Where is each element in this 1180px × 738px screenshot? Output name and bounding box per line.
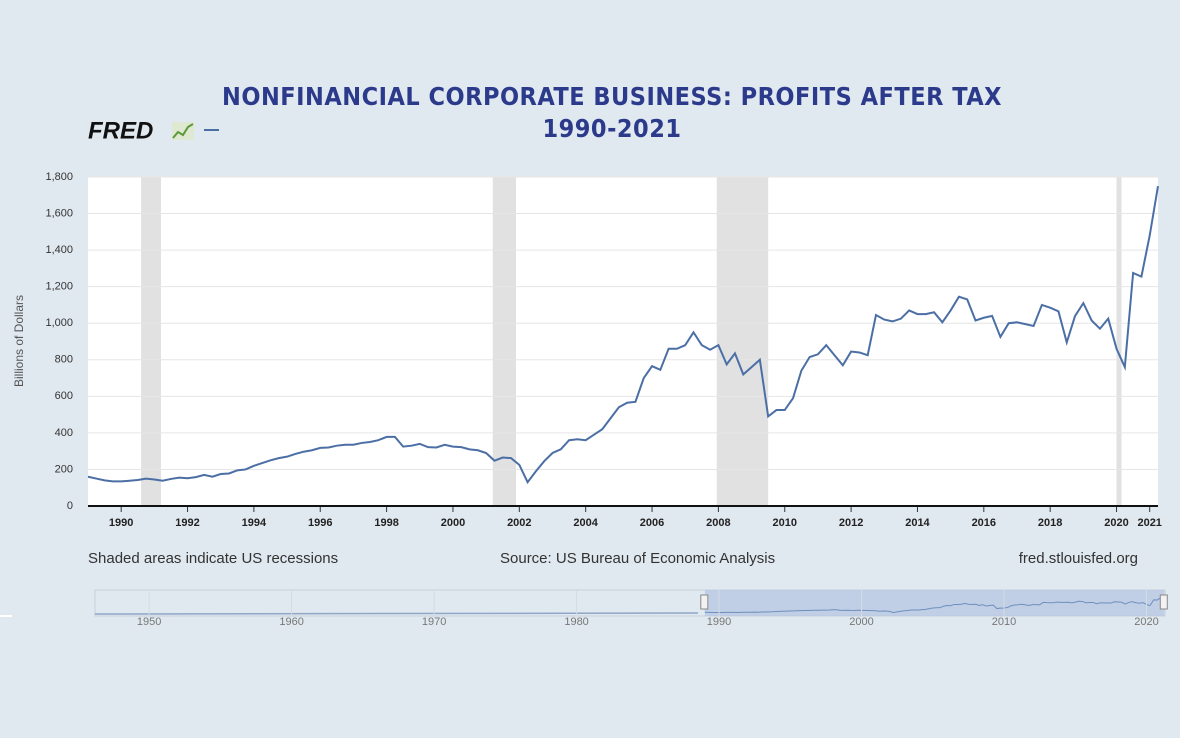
note: Shaded areas indicate US recessions (88, 550, 338, 567)
source: Source: US Bureau of Economic Analysis (500, 550, 775, 567)
y-tick-label: 0 (67, 500, 73, 512)
navigator-line (704, 594, 1165, 614)
x-tick-label: 2021 (1137, 517, 1161, 529)
x-tick-label: 2004 (573, 517, 598, 529)
navigator-tick-label: 2010 (992, 616, 1016, 628)
y-tick-label: 1,200 (45, 281, 73, 293)
navigator-handle[interactable] (1159, 594, 1168, 610)
y-tick-label: 200 (55, 463, 73, 475)
x-tick-label: 1990 (109, 517, 133, 529)
chart-subtitle: 1990-2021 (542, 114, 681, 143)
navigator-tick-label: 2000 (849, 616, 873, 628)
x-tick-label: 2000 (441, 517, 465, 529)
x-tick-label: 1998 (374, 517, 398, 529)
recession (141, 177, 161, 506)
navigator-tick-label: 1950 (137, 616, 161, 628)
x-tick-label: 2014 (905, 517, 930, 529)
recession (1116, 177, 1122, 506)
navigator-handle[interactable] (700, 594, 709, 610)
site: fred.stlouisfed.org (1019, 550, 1138, 567)
y-tick-label: 400 (55, 427, 73, 439)
x-tick-label: 2006 (640, 517, 664, 529)
plot-area (88, 177, 1158, 506)
navigator-tick-label: 1980 (564, 616, 588, 628)
y-tick-label: 1,400 (45, 244, 73, 256)
x-tick-label: 2018 (1038, 517, 1062, 529)
x-tick-label: 2020 (1104, 517, 1128, 529)
y-tick-label: 1,600 (45, 207, 73, 219)
navigator-tick-label: 1960 (279, 616, 303, 628)
navigator-tick-label: 1970 (422, 616, 446, 628)
x-tick-label: 1994 (242, 517, 267, 529)
y-tick-label: 800 (55, 354, 73, 366)
logo: FRED (88, 117, 153, 144)
x-tick-label: 2012 (839, 517, 863, 529)
logo-icon-line (172, 123, 194, 139)
series-line (87, 185, 1159, 485)
x-tick-label: 1992 (175, 517, 199, 529)
x-tick-label: 2008 (706, 517, 730, 529)
y-tick-label: 600 (55, 390, 73, 402)
y-tick-label: 1,000 (45, 317, 73, 329)
recession (492, 177, 516, 506)
x-tick-label: 2010 (773, 517, 797, 529)
navigator-tick-label: 2020 (1134, 616, 1158, 628)
chart-title: NONFINANCIAL CORPORATE BUSINESS: PROFITS… (222, 82, 1002, 111)
x-tick-label: 2016 (972, 517, 996, 529)
y-tick-label: 1,800 (45, 171, 73, 183)
x-tick-label: 1996 (308, 517, 332, 529)
recession (716, 177, 769, 506)
x-tick-label: 2002 (507, 517, 531, 529)
navigator-tick-label: 1990 (707, 616, 731, 628)
y-axis-label: Billions of Dollars (12, 295, 26, 387)
navigator-history (94, 612, 699, 615)
